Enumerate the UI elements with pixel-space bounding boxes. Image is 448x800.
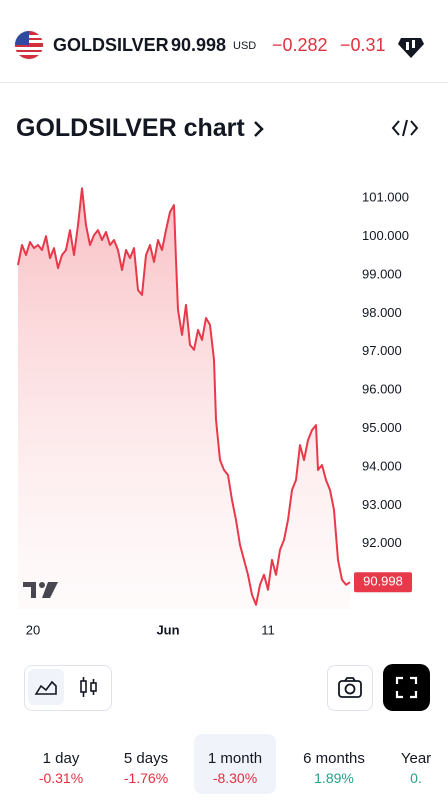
embed-icon[interactable] [391,117,419,139]
area [18,188,350,609]
chevron[interactable] [252,119,266,139]
y-tick-label: 98.000 [362,305,402,320]
chart: 92.000 93.000 94.000 95.000 96.000 97.000 98.0… [17,187,412,637]
chart-title[interactable]: GOLDSILVER chart [16,114,245,142]
period-change: -8.30% [212,770,258,786]
y-tick-label: 101.000 [362,190,409,205]
snapshot-button[interactable] [327,665,373,711]
period-change: -1.76% [123,770,169,786]
period-label: 1 month [207,750,263,767]
period-change: -0.31% [38,770,84,786]
y-tick-label: 97.000 [362,343,402,358]
price: 90.998 [171,35,227,55]
fullscreen-button[interactable] [383,664,430,711]
last-price-label: 90.998 [363,574,403,589]
period-tabs: 1 day -0.31% 5 days -1.76% 1 month -8.30% 6 mo… [0,734,448,800]
y-tick-label: 95.000 [362,420,402,435]
period-change: 1.89% [314,770,354,786]
period-label: 1 day [42,750,80,767]
area-button[interactable] [28,669,64,705]
y-tick-label: 93.000 [362,497,402,512]
y-tick-label: 99.000 [362,266,402,281]
period-tab[interactable]: 1 month -8.30% [194,734,276,794]
chart-type-group [24,665,112,711]
period-tab[interactable]: Year 0. [386,734,446,794]
divider [0,82,448,83]
y-tick-label: 94.000 [362,458,402,473]
symbol: GOLDSILVER [53,35,169,55]
x-tick-label: Jun [156,622,179,637]
x-tick-label: 11 [261,622,275,637]
logo-icon[interactable] [396,30,426,60]
currency: USD [233,40,257,52]
period-label: 6 months [303,750,365,767]
period-label: 5 days [123,750,169,767]
change: −0.282 [272,35,328,55]
period-tab[interactable]: 5 days -1.76% [98,734,194,794]
y-tick-label: 96.000 [362,382,402,397]
period-label: Year [400,750,432,767]
period-change: 0. [410,770,422,786]
y-tick-label: 92.000 [362,535,402,550]
candles-button[interactable] [70,669,106,705]
period-tab[interactable]: 6 months 1.89% [284,734,384,794]
x-tick-label: 20 [26,622,40,637]
last-price-tag [354,572,412,593]
y-tick-label: 100.000 [362,228,409,243]
change-percent: −0.31 [340,35,386,55]
flag-icon [14,30,44,60]
period-tab[interactable]: 1 day -0.31% [14,734,108,794]
line [17,187,351,606]
